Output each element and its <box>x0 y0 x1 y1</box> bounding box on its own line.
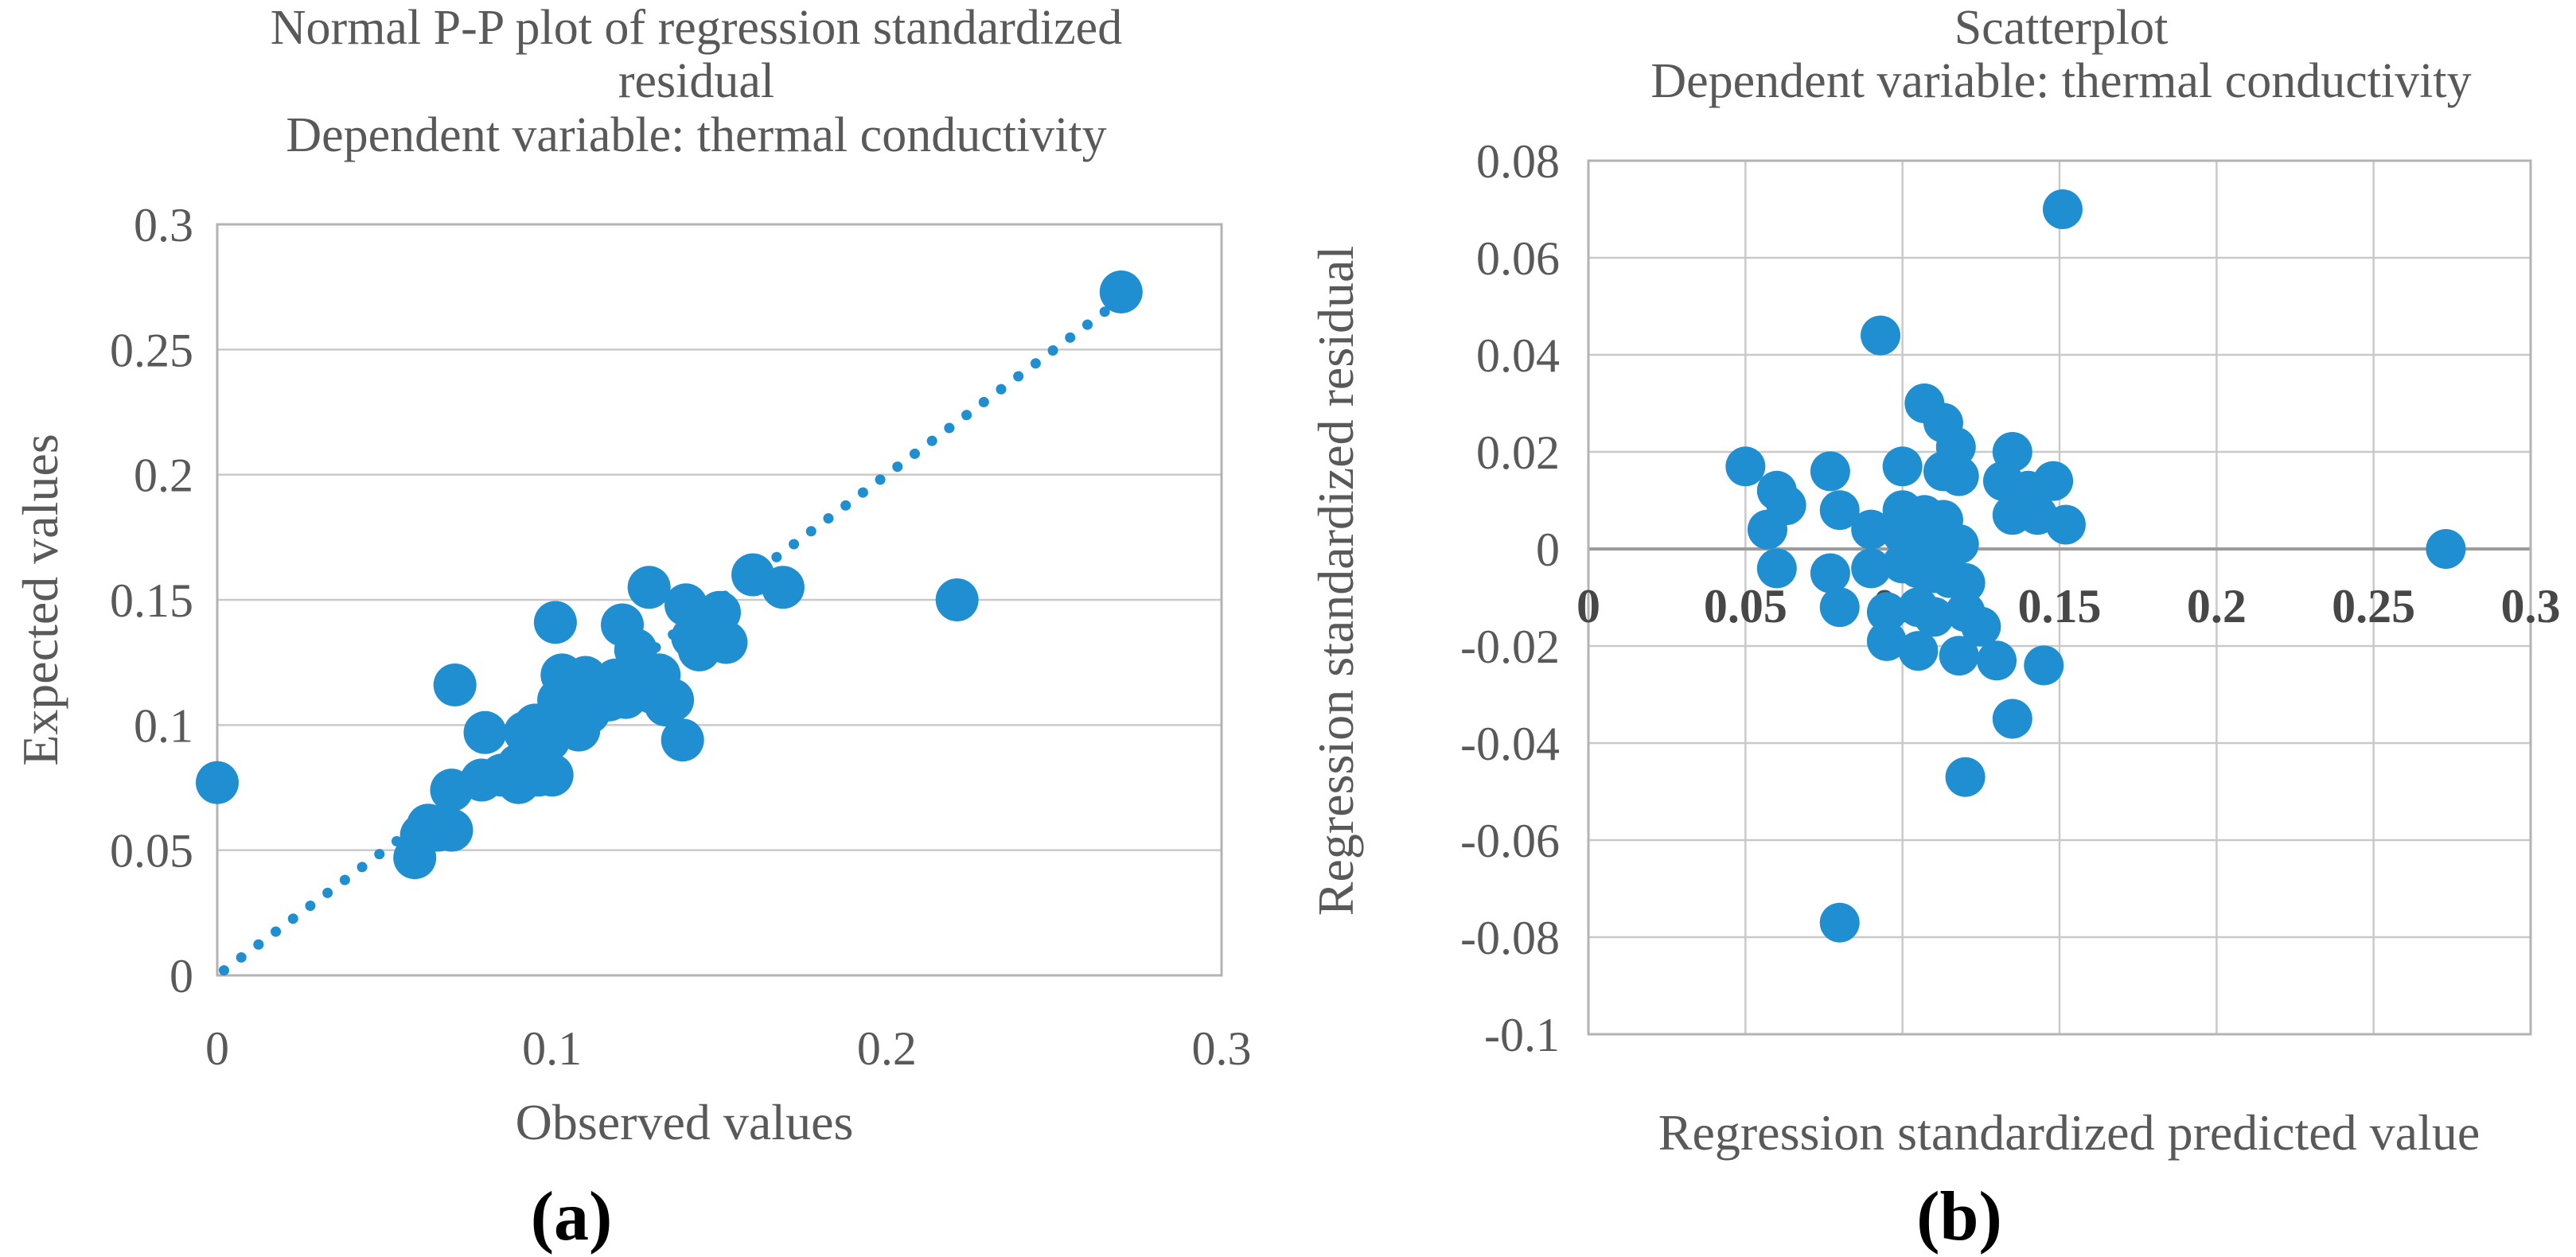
data-point <box>1939 523 1979 564</box>
data-point <box>1819 587 1860 628</box>
y-tick-label: -0.06 <box>1460 815 1560 867</box>
data-point <box>1099 270 1143 313</box>
data-point <box>1945 757 1986 797</box>
y-tick-label: -0.08 <box>1460 912 1560 964</box>
scatterplot-y-axis-title: Regression standardized residual <box>1307 246 1364 916</box>
y-tick-label: 0.1 <box>134 699 193 752</box>
data-point <box>533 601 577 644</box>
data-point <box>935 578 979 621</box>
scatterplot-x-axis-title: Regression standardized predicted value <box>1658 1104 2481 1161</box>
data-point <box>1882 446 1923 487</box>
x-tick-label: 0.3 <box>1192 1022 1252 1075</box>
data-point <box>1866 592 1907 632</box>
data-point <box>1939 456 1979 496</box>
y-tick-label: 0.08 <box>1476 135 1560 188</box>
data-point <box>1977 640 2017 681</box>
plot-border <box>1587 159 2532 1036</box>
panel-b-caption: (b) <box>1916 1178 2002 1255</box>
plot-border <box>216 223 1223 977</box>
data-point <box>651 678 695 722</box>
data-point <box>2426 529 2466 569</box>
pp-plot-title-line-1: Normal P-P plot of regression standardiz… <box>271 1 1122 55</box>
data-points <box>1725 189 2466 943</box>
x-tick-label: 0.15 <box>2018 580 2102 632</box>
x-tick-label: 0.25 <box>2332 580 2415 632</box>
data-point <box>1945 562 1986 603</box>
data-point <box>1861 315 1901 356</box>
pp-plot-y-axis-title: Expected values <box>12 434 68 766</box>
data-point <box>530 753 574 797</box>
data-point <box>761 566 805 609</box>
y-tick-label: 0.25 <box>110 324 193 376</box>
scatterplot-title-line-1: Scatterplot <box>1954 1 2169 55</box>
normality-reference-line <box>218 299 1120 976</box>
data-points <box>196 270 1143 880</box>
x-tick-label: 0 <box>1576 580 1600 632</box>
data-point <box>463 710 507 754</box>
y-tick-label: 0.02 <box>1476 426 1560 479</box>
x-tick-label: 0.05 <box>1704 580 1787 632</box>
y-tick-label: 0.06 <box>1476 232 1560 285</box>
x-tick-label: 0.2 <box>2187 580 2247 632</box>
data-point <box>2042 189 2083 229</box>
data-point <box>1992 699 2032 739</box>
data-point <box>1747 509 1787 550</box>
x-tick-label: 0.3 <box>2501 580 2561 632</box>
data-point <box>1819 902 1860 943</box>
y-tick-label: 0 <box>1536 523 1560 576</box>
data-point <box>196 761 239 804</box>
data-point <box>1961 606 2001 647</box>
y-tick-label: -0.04 <box>1460 718 1560 770</box>
x-tick-label: 0.1 <box>522 1022 582 1075</box>
data-point <box>661 718 704 762</box>
x-tick-label: 0 <box>205 1022 229 1075</box>
scatterplot-subtitle: Dependent variable: thermal conductivity <box>1650 54 2471 108</box>
x-tick-label: 0.2 <box>857 1022 917 1075</box>
data-point <box>2024 645 2064 686</box>
data-point <box>1939 636 1979 676</box>
pp-plot-title-line-2: residual <box>618 54 774 108</box>
data-point <box>704 621 748 664</box>
data-point <box>1898 631 1939 671</box>
y-tick-label: 0.2 <box>134 449 193 502</box>
data-point <box>1756 548 1797 589</box>
data-point <box>1725 446 1766 487</box>
data-point <box>627 566 671 609</box>
pp-plot-subtitle: Dependent variable: thermal conductivity <box>286 108 1106 162</box>
y-tick-label: -0.1 <box>1484 1009 1560 1061</box>
y-tick-label: 0.05 <box>110 825 193 878</box>
tick-labels: 0 0.1 0.2 0.3 0 0.05 0.1 0.15 0.2 0.25 0.3 <box>110 199 1252 1075</box>
data-point <box>1851 548 1892 589</box>
y-tick-label: 0.15 <box>110 574 193 627</box>
data-point <box>1810 553 1850 593</box>
data-point <box>1851 509 1892 550</box>
data-point <box>1866 621 1907 661</box>
tick-labels: 00.050.10.150.20.250.30.080.060.040.020-… <box>1460 135 2560 1061</box>
data-point <box>1810 451 1850 492</box>
data-point <box>433 663 477 706</box>
data-point <box>1914 597 1954 637</box>
y-tick-label: 0.04 <box>1476 329 1560 382</box>
y-tick-label: 0 <box>170 950 193 1002</box>
data-point <box>430 808 474 852</box>
data-point <box>2045 504 2086 545</box>
panel-a-caption: (a) <box>531 1178 613 1255</box>
y-tick-label: 0.3 <box>134 199 193 251</box>
data-point <box>1819 490 1860 531</box>
pp-plot-x-axis-title: Observed values <box>516 1094 854 1150</box>
y-tick-label: -0.02 <box>1460 621 1560 673</box>
